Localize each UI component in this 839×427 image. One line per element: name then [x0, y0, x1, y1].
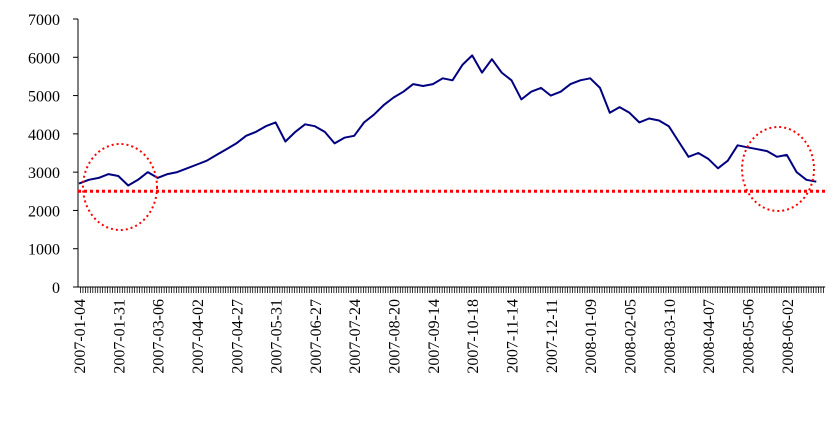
y-tick-label: 4000 — [28, 127, 60, 144]
x-tick-label: 2007-01-31 — [111, 299, 128, 374]
series-line — [78, 54, 817, 187]
y-tick-label: 0 — [52, 280, 60, 297]
x-tick-label: 2007-03-06 — [151, 299, 168, 374]
x-tick-label: 2008-03-10 — [662, 299, 679, 374]
y-tick-label: 7000 — [28, 12, 60, 29]
x-tick-label: 2007-11-14 — [505, 299, 522, 373]
y-tick-label: 1000 — [28, 242, 60, 259]
x-tick-label: 2007-06-27 — [308, 299, 325, 374]
x-tick-label: 2008-01-09 — [583, 299, 600, 374]
x-tick-label: 2007-05-31 — [269, 299, 286, 374]
y-tick-label: 3000 — [28, 165, 60, 182]
x-tick-label: 2007-04-02 — [190, 299, 207, 374]
y-tick-label: 5000 — [28, 89, 60, 106]
x-tick-label: 2007-12-11 — [544, 299, 561, 373]
x-tick-label: 2007-07-24 — [347, 299, 364, 374]
x-tick-label: 2007-01-04 — [72, 299, 89, 374]
x-tick-label: 2008-05-06 — [740, 299, 757, 374]
highlight-ellipse — [741, 126, 815, 212]
x-tick-label: 2007-04-27 — [229, 299, 246, 374]
x-tick-label: 2008-02-05 — [622, 299, 639, 374]
x-tick-label: 2007-08-20 — [387, 299, 404, 374]
y-tick-label: 2000 — [28, 203, 60, 220]
highlight-ellipse — [82, 143, 158, 231]
x-tick-label: 2007-10-18 — [465, 299, 482, 374]
x-tick-label: 2008-06-02 — [780, 299, 797, 374]
y-tick-label: 6000 — [28, 50, 60, 67]
x-tick-label: 2007-09-14 — [426, 299, 443, 374]
x-tick-label: 2008-04-07 — [701, 299, 718, 374]
